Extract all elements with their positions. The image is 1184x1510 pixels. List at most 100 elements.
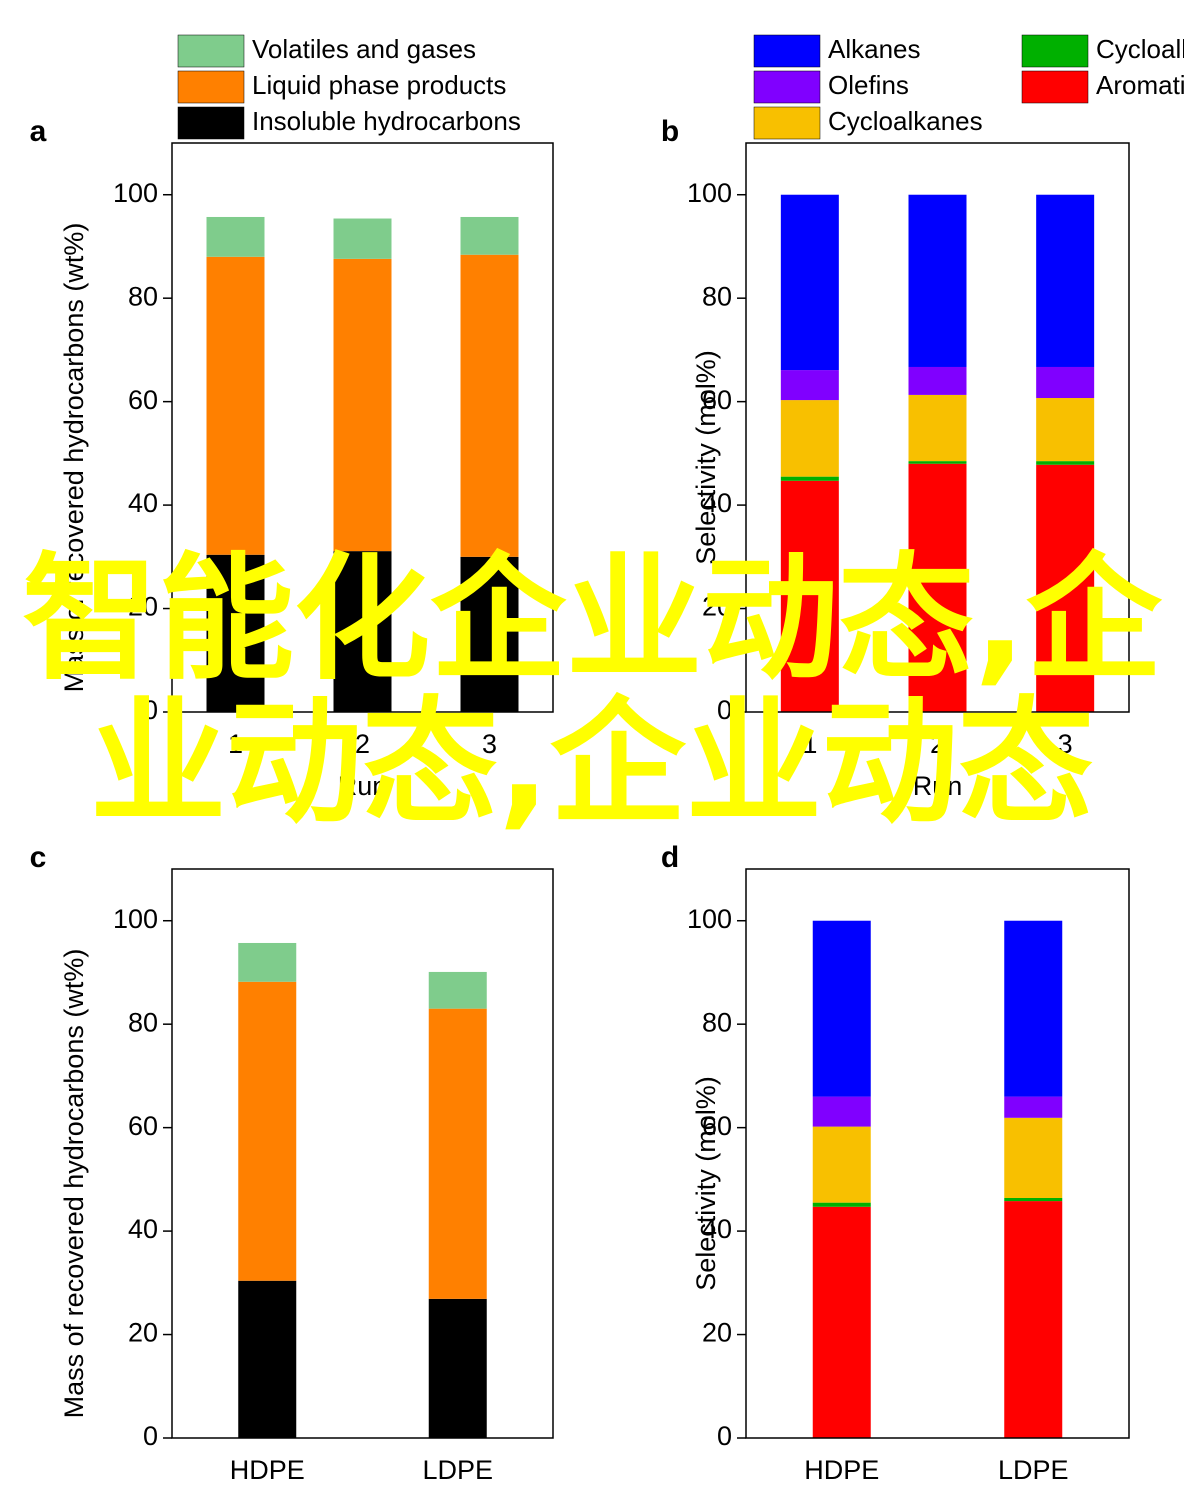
legend-label: Liquid phase products	[252, 70, 506, 100]
y-tick-label: 40	[128, 1214, 158, 1244]
bar-segment	[238, 981, 297, 1281]
bar-segment	[780, 480, 839, 712]
legend-swatch	[1021, 70, 1089, 104]
plot-frame	[745, 142, 1130, 713]
y-tick-label: 60	[702, 1111, 732, 1141]
y-tick-label: 20	[128, 1318, 158, 1348]
bar-segment	[428, 1008, 487, 1299]
x-tick-label: HDPE	[804, 1455, 879, 1485]
bar-segment	[1036, 366, 1095, 399]
bar-segment	[812, 1206, 871, 1438]
bar-segment	[333, 218, 392, 259]
bar-segment	[206, 256, 265, 555]
bar-segment	[1036, 194, 1095, 367]
bar-segment	[1036, 461, 1095, 465]
y-tick-label: 60	[128, 385, 158, 415]
y-tick-label: 40	[128, 488, 158, 518]
x-tick-label: HDPE	[230, 1455, 305, 1485]
x-tick-label: 3	[1058, 729, 1073, 759]
legend-swatch	[753, 106, 821, 140]
y-tick-label: 0	[143, 1421, 158, 1451]
bar-segment	[780, 370, 839, 401]
bar-segment	[460, 556, 519, 712]
bar-segment	[1004, 1117, 1063, 1198]
bar-segment	[780, 400, 839, 477]
y-tick-label: 100	[687, 904, 732, 934]
y-axis-label: Selectivity (mol%)	[691, 1076, 721, 1291]
plot-frame	[745, 868, 1130, 1439]
bar-segment	[908, 194, 967, 367]
bar-segment	[428, 1298, 487, 1438]
y-tick-label: 0	[143, 695, 158, 725]
x-tick-label: 1	[228, 729, 243, 759]
bar-segment	[908, 463, 967, 712]
plot-frame	[171, 142, 554, 713]
legend-label: Aromatics	[1096, 70, 1184, 100]
bar-segment	[333, 551, 392, 712]
y-tick-label: 60	[128, 1111, 158, 1141]
panel-label: c	[30, 841, 47, 874]
x-axis-label: Run	[338, 771, 388, 801]
legend-swatch	[1021, 34, 1089, 68]
panel-label: d	[661, 841, 679, 874]
y-tick-label: 100	[113, 904, 158, 934]
bar-segment	[812, 1096, 871, 1127]
y-tick-label: 0	[717, 1421, 732, 1451]
panel-label: a	[30, 115, 47, 148]
y-tick-label: 0	[717, 695, 732, 725]
plot-frame	[171, 868, 554, 1439]
y-tick-label: 80	[128, 281, 158, 311]
bar-segment	[812, 1126, 871, 1203]
bar-segment	[238, 942, 297, 982]
y-tick-label: 20	[128, 592, 158, 622]
legend-swatch	[177, 34, 245, 68]
bar-segment	[333, 258, 392, 552]
bar-segment	[238, 1280, 297, 1438]
bar-segment	[460, 216, 519, 255]
x-tick-label: LDPE	[422, 1455, 493, 1485]
bar-segment	[1004, 920, 1063, 1097]
legend-label: Alkanes	[828, 34, 921, 64]
bar-segment	[908, 394, 967, 462]
bar-segment	[206, 554, 265, 712]
legend-label: Olefins	[828, 70, 909, 100]
y-tick-label: 100	[113, 178, 158, 208]
legend-swatch	[753, 70, 821, 104]
y-tick-label: 80	[702, 1007, 732, 1037]
legend-swatch	[177, 70, 245, 104]
bar-segment	[1036, 398, 1095, 462]
legend-swatch	[177, 106, 245, 140]
legend-label: Volatiles and gases	[252, 34, 476, 64]
legend-label: Cycloalkanes	[828, 106, 983, 136]
y-tick-label: 100	[687, 178, 732, 208]
x-tick-label: 3	[482, 729, 497, 759]
overlay-text: 智能化企业动态,企业动态,企业动态	[22, 541, 1162, 843]
bar-segment	[1004, 1201, 1063, 1438]
bar-segment	[206, 216, 265, 257]
bar-segment	[1036, 464, 1095, 712]
y-tick-label: 80	[128, 1007, 158, 1037]
bar-segment	[780, 194, 839, 371]
legend-swatch	[753, 34, 821, 68]
legend-label: Cycloalkenes	[1096, 34, 1184, 64]
y-axis-label: Mass of recovered hydrocarbons (wt%)	[59, 949, 89, 1419]
bar-segment	[908, 366, 967, 395]
bar-segment	[460, 254, 519, 557]
x-tick-label: 2	[930, 729, 945, 759]
bar-segment	[428, 971, 487, 1009]
x-tick-label: 2	[355, 729, 370, 759]
bar-segment	[812, 1202, 871, 1207]
y-tick-label: 20	[702, 592, 732, 622]
x-tick-label: 1	[802, 729, 817, 759]
x-axis-label: Run	[913, 771, 963, 801]
legend-label: Insoluble hydrocarbons	[252, 106, 521, 136]
bar-segment	[780, 476, 839, 481]
bar-segment	[1004, 1096, 1063, 1118]
bar-segment	[908, 461, 967, 464]
bar-segment	[812, 920, 871, 1097]
y-axis-label: Mass of recovered hydrocarbons (wt%)	[59, 223, 89, 693]
x-tick-label: LDPE	[998, 1455, 1069, 1485]
y-tick-label: 80	[702, 281, 732, 311]
